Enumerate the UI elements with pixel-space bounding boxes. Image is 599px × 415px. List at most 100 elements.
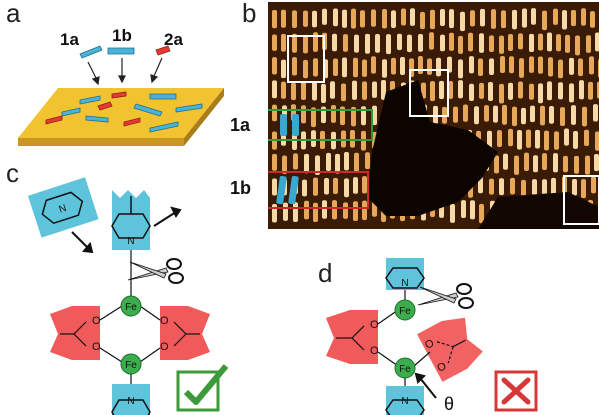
stm-molecule	[589, 56, 594, 75]
stm-molecule	[362, 176, 367, 194]
stm-molecule	[538, 83, 543, 104]
fe-o-bonds	[99, 305, 161, 363]
stm-molecule	[313, 202, 318, 223]
stm-molecule	[500, 56, 505, 74]
stm-molecule	[489, 58, 494, 75]
stm-molecule	[365, 152, 370, 170]
theta-arrow	[414, 372, 437, 399]
row-1a-markers	[280, 114, 299, 136]
stm-molecule	[521, 179, 526, 199]
highlight-box-1	[287, 35, 325, 83]
stm-molecule	[530, 105, 535, 123]
stm-molecule	[532, 179, 537, 196]
stm-molecule	[343, 202, 348, 219]
stm-molecule	[344, 178, 349, 198]
stm-molecule	[361, 106, 366, 126]
stm-molecule	[421, 82, 426, 99]
scissors-icon	[127, 258, 184, 284]
stm-molecule	[281, 81, 286, 99]
o-label: O	[160, 341, 169, 353]
d-fe-label-top: Fe	[399, 306, 411, 317]
stm-molecule	[371, 56, 376, 74]
stm-molecule	[508, 33, 513, 51]
stm-molecule	[524, 152, 529, 172]
theta-label: θ	[444, 394, 454, 414]
stm-molecule	[488, 82, 493, 102]
stm-molecule	[548, 57, 553, 77]
stm-molecule	[315, 155, 320, 175]
stm-molecule	[501, 10, 506, 29]
stm-molecule	[489, 178, 494, 195]
stm-molecule	[449, 9, 454, 29]
o-label: O	[92, 315, 101, 327]
highlight-box-3	[563, 175, 599, 225]
stm-molecule	[497, 130, 502, 147]
stm-molecule	[341, 130, 346, 148]
pyridine-n-label: N	[58, 203, 68, 216]
stm-molecule	[551, 177, 556, 197]
stm-molecule	[575, 35, 580, 56]
stm-molecule	[581, 179, 586, 199]
stm-molecule	[494, 155, 499, 174]
stm-dark-region-2	[478, 192, 599, 229]
free-pyridine: N	[27, 177, 99, 238]
stm-molecule	[340, 106, 345, 126]
stm-molecule	[372, 105, 377, 126]
stm-molecule	[586, 35, 591, 53]
stm-molecule	[375, 33, 380, 53]
stm-molecule	[574, 155, 579, 174]
stm-molecule	[313, 58, 318, 77]
stm-molecule	[489, 35, 494, 53]
stm-molecule	[512, 106, 517, 127]
d-top-pyridine: N	[385, 258, 425, 290]
stm-molecule	[302, 179, 307, 197]
stm-molecule	[563, 155, 568, 173]
stm-molecule	[449, 32, 454, 51]
stm-molecule	[493, 105, 498, 123]
stm-molecule	[397, 33, 402, 51]
stm-molecule	[304, 153, 309, 174]
bottom-pyridine: N	[111, 384, 151, 415]
stm-molecule	[272, 57, 277, 75]
stm-molecule	[354, 152, 359, 173]
stm-molecule	[430, 81, 435, 102]
stm-molecule	[521, 107, 526, 125]
stm-molecule	[514, 155, 519, 175]
stm-molecule	[478, 58, 483, 77]
stm-molecule	[351, 8, 356, 29]
panel-c-letter: c	[6, 158, 19, 188]
stm-molecule	[503, 153, 508, 170]
d-fe-atom-top	[394, 299, 416, 321]
stm-molecule	[484, 105, 489, 122]
stm-molecule	[588, 81, 593, 100]
stm-molecule	[531, 8, 536, 25]
top-pyridine: N	[111, 190, 151, 250]
molecule-2a-falling	[155, 45, 171, 56]
stm-molecule	[272, 153, 277, 171]
stm-molecule	[578, 58, 583, 77]
stm-molecule	[350, 129, 355, 148]
stm-molecule	[281, 33, 286, 52]
stm-molecule	[573, 130, 578, 149]
stm-molecule	[448, 81, 453, 99]
molecule-1b-falling	[107, 47, 135, 55]
stm-molecule	[293, 153, 298, 170]
stm-molecule	[440, 9, 445, 27]
stm-molecule	[458, 80, 463, 99]
stm-molecule	[332, 200, 337, 220]
stm-molecule	[313, 177, 318, 196]
substrate-side	[184, 88, 224, 146]
stm-molecule	[458, 59, 463, 79]
dimer-cleavage-diagram: N N O O O O Fe	[27, 177, 229, 415]
stm-molecule	[470, 10, 475, 27]
stm-molecule	[544, 130, 549, 151]
stm-molecule	[556, 34, 561, 52]
stm-molecule	[430, 9, 435, 30]
stm-molecule	[365, 33, 370, 54]
stm-molecule	[447, 56, 452, 73]
stm-molecule	[529, 33, 534, 53]
stm-molecule	[440, 34, 445, 52]
row-box-1a	[268, 109, 373, 141]
stm-molecule	[560, 107, 565, 126]
panel-b-letter: b	[242, 0, 257, 28]
